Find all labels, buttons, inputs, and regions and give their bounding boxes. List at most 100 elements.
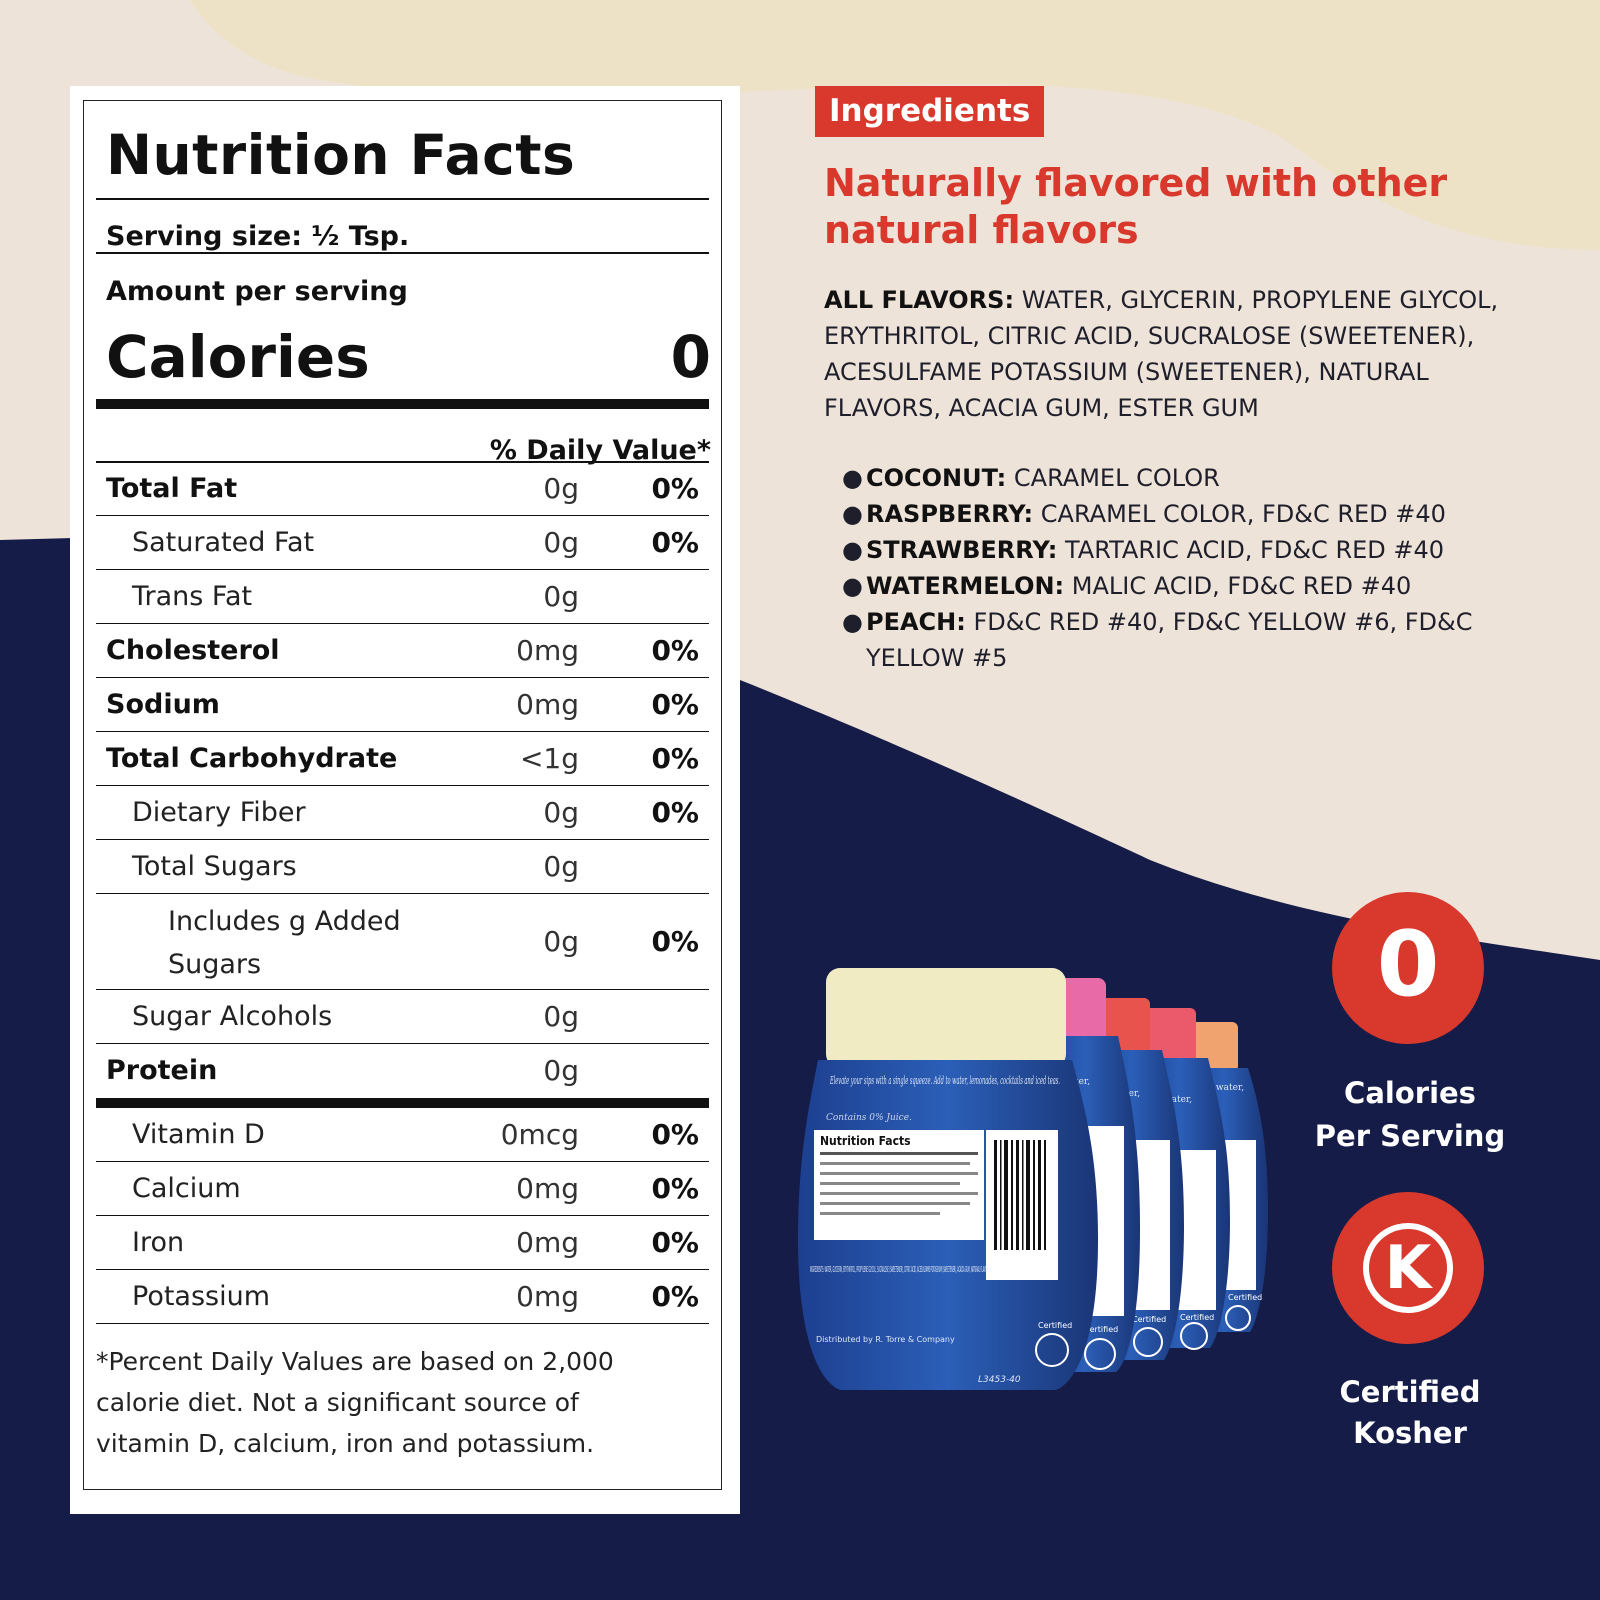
- certified-kosher-caption: Certified Kosher: [1290, 1372, 1530, 1454]
- zero-number: 0: [1376, 912, 1440, 1017]
- serving-size: Serving size: ½ Tsp.: [106, 221, 410, 252]
- flavor-item: ● STRAWBERRY: TARTARIC ACID, FD&C RED #4…: [842, 532, 1522, 568]
- nutrient-row: Cholesterol 0mg 0%: [96, 624, 709, 678]
- nutrient-label: Dietary Fiber: [132, 797, 306, 828]
- bullet-icon: ●: [842, 500, 863, 528]
- ingredients-badge: Ingredients: [815, 86, 1045, 137]
- all-flavors-label: ALL FLAVORS:: [824, 286, 1015, 314]
- nutrient-amount: 0g: [543, 526, 579, 559]
- row-divider: [96, 1214, 709, 1216]
- nutrient-row: Total Sugars 0g: [96, 840, 709, 894]
- certified-text: Certified: [1228, 1293, 1262, 1302]
- daily-value-header: % Daily Value*: [489, 435, 711, 466]
- flavor-ingredients: CARAMEL COLOR: [1013, 464, 1220, 492]
- nutrient-daily-value: 0%: [651, 1226, 699, 1259]
- nutrient-row: Sugar Alcohols 0g: [96, 990, 709, 1044]
- flavor-name: STRAWBERRY:: [866, 536, 1058, 564]
- calories-label: Calories: [106, 323, 370, 391]
- flavor-ingredients: TARTARIC ACID, FD&C RED #40: [1064, 536, 1445, 564]
- all-flavors-ingredients: ALL FLAVORS: WATER, GLYCERIN, PROPYLENE …: [824, 282, 1524, 426]
- nutrient-daily-value: 0%: [651, 526, 699, 559]
- bottle-tagline: Elevate your sips with a single squeeze.…: [830, 1074, 1060, 1087]
- nutrient-label: Total Carbohydrate: [106, 743, 398, 774]
- row-divider: [96, 514, 709, 516]
- caption-line: Calories: [1344, 1076, 1476, 1110]
- nutrient-row: Calcium 0mg 0%: [96, 1162, 709, 1216]
- nutrient-row: Vitamin D 0mcg 0%: [96, 1108, 709, 1162]
- flavor-item: ● RASPBERRY: CARAMEL COLOR, FD&C RED #40: [842, 496, 1522, 532]
- nutrient-label: Total Fat: [106, 473, 238, 504]
- nutrient-label: Protein: [106, 1055, 218, 1086]
- nutrient-label: Potassium: [132, 1281, 271, 1312]
- nutrient-amount: 0mg: [516, 688, 579, 721]
- nutrient-daily-value: 0%: [651, 1118, 699, 1151]
- nutrient-row: Dietary Fiber 0g 0%: [96, 786, 709, 840]
- nutrient-label: Saturated Fat: [132, 527, 315, 558]
- row-divider: [96, 988, 709, 990]
- flavor-name: COCONUT:: [866, 464, 1007, 492]
- bottle-juice-note: Contains 0% Juice.: [826, 1113, 912, 1123]
- flavor-name: PEACH:: [866, 608, 966, 636]
- row-divider: [96, 784, 709, 786]
- flavor-item: ● COCONUT: CARAMEL COLOR: [842, 460, 1522, 496]
- nutrient-row: Sodium 0mg 0%: [96, 678, 709, 732]
- row-divider: [96, 676, 709, 678]
- calories-value: 0: [670, 323, 711, 391]
- nutrient-amount: 0g: [543, 1054, 579, 1087]
- nutrient-row: Trans Fat 0g: [96, 570, 709, 624]
- flavor-ingredients: CARAMEL COLOR, FD&C RED #40: [1040, 500, 1446, 528]
- row-divider: [96, 1268, 709, 1270]
- bottle-coconut: Elevate your sips with a single squeeze.…: [798, 968, 1098, 1390]
- certified-text: Certified: [1132, 1315, 1166, 1324]
- row-divider: [96, 622, 709, 624]
- bottle-nutrition-title: Nutrition Facts: [820, 1134, 911, 1148]
- kosher-letter: K: [1384, 1233, 1432, 1303]
- nutrient-daily-value: 0%: [651, 796, 699, 829]
- zero-calories-badge: 0: [1332, 892, 1484, 1044]
- nutrient-label: Iron: [132, 1227, 185, 1258]
- row-divider: [96, 568, 709, 570]
- nutrient-row: Total Fat 0g 0%: [96, 462, 709, 516]
- caption-line: Certified: [1339, 1375, 1481, 1409]
- nutrient-label: Sodium: [106, 689, 220, 720]
- certified-text: Certified: [1084, 1325, 1118, 1334]
- nutrient-daily-value: 0%: [651, 925, 699, 958]
- flavor-item: ● PEACH: FD&C RED #40, FD&C YELLOW #6, F…: [842, 604, 1522, 676]
- divider: [96, 252, 709, 254]
- all-flavors-text: WATER, GLYCERIN, PROPYLENE GLYCOL, ERYTH…: [824, 286, 1499, 422]
- divider: [96, 198, 709, 200]
- barcode: [994, 1140, 1046, 1250]
- protein-rule: [96, 1098, 709, 1108]
- nutrient-label: Trans Fat: [132, 581, 253, 612]
- flavor-name: WATERMELON:: [866, 572, 1065, 600]
- nutrient-daily-value: 0%: [651, 1172, 699, 1205]
- nutrient-amount: 0g: [543, 850, 579, 883]
- flavor-name: RASPBERRY:: [866, 500, 1034, 528]
- ingredients-headline: Naturally flavored with other natural fl…: [824, 161, 1448, 252]
- bottle-ingredients: INGREDIENTS: WATER, GLYCERIN, ERYTHRITOL…: [810, 1265, 990, 1274]
- nutrient-amount: 0mg: [516, 1280, 579, 1313]
- bottle-distributor: Distributed by R. Torre & Company: [816, 1335, 955, 1344]
- amount-per-serving: Amount per serving: [106, 276, 408, 307]
- nutrient-label: Calcium: [132, 1173, 241, 1204]
- nutrient-label: Includes g Added Sugars: [168, 906, 401, 980]
- daily-value-footnote: *Percent Daily Values are based on 2,000…: [96, 1347, 614, 1458]
- flavor-ingredients: FD&C RED #40, FD&C YELLOW #6, FD&C YELLO…: [866, 608, 1473, 672]
- kosher-ring: [1363, 1223, 1453, 1313]
- nutrient-amount: 0g: [543, 1000, 579, 1033]
- flavor-item: ● WATERMELON: MALIC ACID, FD&C RED #40: [842, 568, 1522, 604]
- nutrient-daily-value: 0%: [651, 688, 699, 721]
- bottle-side-text: to water,: [1204, 1083, 1244, 1093]
- nutrient-amount: 0mg: [516, 1172, 579, 1205]
- nutrient-daily-value: 0%: [651, 472, 699, 505]
- nutrient-amount: 0mg: [516, 634, 579, 667]
- certified-text: Certified: [1038, 1321, 1072, 1330]
- row-divider: [96, 1160, 709, 1162]
- nutrition-facts-title: Nutrition Facts: [106, 123, 576, 187]
- nutrition-facts-panel: Nutrition Facts Serving size: ½ Tsp. Amo…: [70, 86, 740, 1514]
- row-divider: [96, 1322, 709, 1324]
- nutrient-row: Protein 0g: [96, 1044, 709, 1098]
- nutrition-facts-border: Nutrition Facts Serving size: ½ Tsp. Amo…: [83, 100, 722, 1490]
- nutrient-amount: 0mcg: [500, 1118, 579, 1151]
- certified-text: Certified: [1180, 1313, 1214, 1322]
